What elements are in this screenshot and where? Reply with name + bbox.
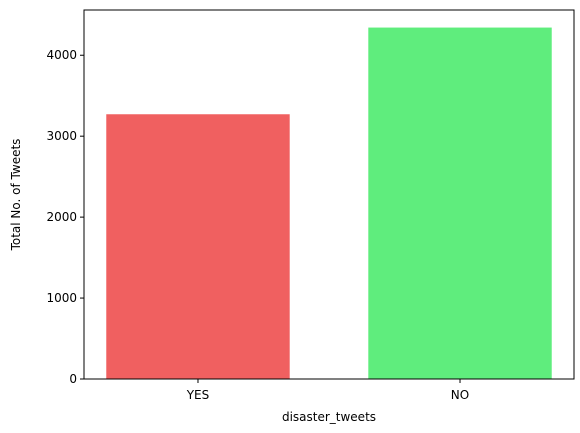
y-tick-label: 3000: [46, 129, 77, 143]
y-tick-label: 4000: [46, 48, 77, 62]
bars-group: [106, 27, 552, 379]
y-axis-label: Total No. of Tweets: [9, 139, 23, 252]
bar-no: [368, 27, 552, 379]
y-tick-label: 0: [69, 372, 77, 386]
x-tick-label: NO: [451, 388, 469, 402]
bar-yes: [106, 114, 290, 379]
y-tick-label: 2000: [46, 210, 77, 224]
y-axis-ticks: 0 1000 2000 3000 4000: [46, 48, 84, 386]
y-tick-label: 1000: [46, 291, 77, 305]
x-axis-ticks: YES NO: [186, 379, 469, 402]
x-axis-label: disaster_tweets: [282, 410, 376, 424]
plot-frame: [83, 9, 575, 380]
x-tick-label: YES: [186, 388, 210, 402]
